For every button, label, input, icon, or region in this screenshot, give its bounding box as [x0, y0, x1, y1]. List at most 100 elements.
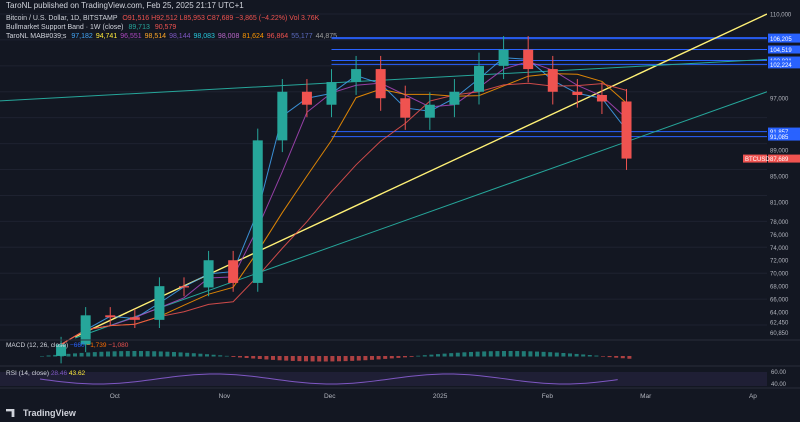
price-axis-label: 110,000: [770, 13, 792, 19]
macd-histogram-bar: [436, 354, 440, 357]
macd-histogram-bar: [581, 354, 586, 357]
macd-histogram-bar: [350, 356, 355, 361]
macd-histogram-bar: [79, 352, 84, 357]
macd-histogram-bar: [304, 356, 308, 362]
macd-histogram-bar: [409, 356, 414, 357]
rsi-scale-label: 60.00: [771, 370, 787, 376]
legend-bullband-value-2: 90,579: [154, 24, 177, 31]
macd-histogram-bar: [502, 351, 506, 357]
rsi-legend: RSI (14, close) 28.46 43.62: [6, 370, 85, 377]
legend-bullband-row: Bullmarket Support Band · 1W (close) 89,…: [6, 23, 337, 32]
price-axis-label: 89,000: [770, 149, 789, 155]
macd-histogram-bar: [607, 356, 612, 358]
trend-line: [74, 13, 768, 338]
candle-body: [105, 315, 116, 318]
macd-histogram-bar: [211, 354, 216, 357]
macd-histogram-bar: [363, 356, 368, 361]
macd-histogram-bar: [152, 351, 157, 357]
price-axis-label: 70,000: [770, 272, 789, 278]
price-axis-label: 74,000: [770, 246, 789, 252]
legend-ohlc: O91,516 H92,512 L85,953 C87,689 −3,865 (…: [122, 15, 320, 22]
macd-value-1: −660: [69, 342, 85, 349]
macd-histogram-bar: [554, 352, 559, 357]
candle-body: [424, 104, 435, 118]
x-tick-label: Oct: [110, 393, 120, 400]
price-label-bg: [768, 60, 800, 69]
legend-mab-value: 44,875: [315, 33, 338, 40]
legend-mab-value: 98,144: [169, 33, 191, 40]
candle-body: [203, 260, 214, 288]
macd-histogram-bar: [277, 356, 282, 361]
price-label-bg: [768, 132, 800, 141]
macd-histogram-bar: [317, 356, 322, 362]
candle-body: [56, 344, 67, 356]
legend-bullband-label[interactable]: Bullmarket Support Band · 1W (close): [6, 24, 124, 31]
rsi-value-2: 43.62: [68, 370, 86, 377]
macd-value-3: −1,080: [108, 342, 129, 349]
candle-body: [621, 101, 632, 159]
publisher-text: TaroNL published on TradingView.com, Feb…: [6, 1, 244, 10]
price-axis-label: 97,000: [770, 97, 789, 103]
macd-histogram-bar: [106, 351, 110, 357]
price-label-bg: [768, 34, 800, 43]
macd-histogram-bar: [284, 356, 289, 361]
x-tick-label: Dec: [324, 393, 336, 400]
rsi-line: [39, 373, 618, 385]
legend-symbol[interactable]: Bitcoin / U.S. Dollar, 1D, BITSTAMP: [6, 15, 118, 22]
moving-average-line: [60, 60, 627, 345]
legend-mab-value: 81,624: [242, 33, 264, 40]
macd-histogram-bar: [264, 356, 269, 360]
candle-body: [277, 91, 288, 141]
candle-body: [228, 260, 239, 283]
macd-histogram-bar: [627, 356, 632, 359]
candle-body: [154, 286, 165, 320]
candle-body: [449, 91, 460, 105]
candle-body: [301, 91, 312, 105]
symbol-tag: BTCUSD: [745, 157, 770, 163]
x-tick-label: Nov: [219, 393, 231, 400]
macd-label[interactable]: MACD (12, 26, close): [6, 342, 69, 349]
rsi-scale-label: 40.00: [771, 382, 787, 388]
macd-histogram-bar: [46, 355, 51, 357]
macd-histogram-bar: [330, 356, 335, 362]
macd-histogram-bar: [574, 353, 579, 357]
legend-mab-value: 96,864: [266, 33, 289, 40]
macd-histogram-bar: [449, 353, 454, 357]
moving-average-line: [60, 57, 627, 345]
price-axis-label: 62,450: [770, 321, 789, 327]
macd-histogram-bar: [403, 356, 407, 358]
legend-mab-label[interactable]: TaroNL MAB#039;s: [6, 33, 67, 40]
macd-histogram-bar: [370, 356, 374, 360]
macd-histogram-bar: [528, 351, 533, 357]
macd-histogram-bar: [158, 351, 163, 357]
price-axis-label: 85,000: [770, 175, 789, 181]
candle-body: [572, 91, 583, 95]
macd-histogram-bar: [521, 351, 526, 357]
macd-histogram-bar: [462, 352, 467, 357]
macd-histogram-bar: [145, 351, 150, 357]
rsi-label[interactable]: RSI (14, close): [6, 370, 49, 377]
macd-histogram-bar: [548, 352, 553, 357]
macd-histogram-bar: [218, 355, 223, 357]
macd-histogram-bar: [482, 351, 487, 357]
macd-histogram-bar: [125, 351, 130, 357]
macd-histogram-bar: [356, 356, 361, 361]
legend-mab-value: 97,182: [71, 33, 93, 40]
footer-brand[interactable]: TradingView: [23, 408, 76, 418]
legend-mab-value: 98,083: [193, 33, 215, 40]
macd-histogram-bar: [515, 351, 520, 357]
macd-histogram-bar: [99, 351, 104, 357]
price-axis-label: 64,000: [770, 311, 789, 317]
macd-histogram-bar: [343, 356, 348, 362]
legend-symbol-row: Bitcoin / U.S. Dollar, 1D, BITSTAMP O91,…: [6, 14, 337, 23]
macd-histogram-bar: [297, 356, 302, 362]
price-axis-label: 104,519: [770, 48, 792, 54]
price-axis-label: 60,850: [770, 331, 789, 337]
macd-histogram-bar: [475, 351, 480, 357]
macd-histogram-bar: [442, 353, 447, 357]
price-axis-label: 72,000: [770, 259, 789, 265]
macd-histogram-bar: [251, 356, 256, 359]
chart-legend: Bitcoin / U.S. Dollar, 1D, BITSTAMP O91,…: [6, 14, 337, 41]
macd-histogram-bar: [455, 352, 460, 357]
